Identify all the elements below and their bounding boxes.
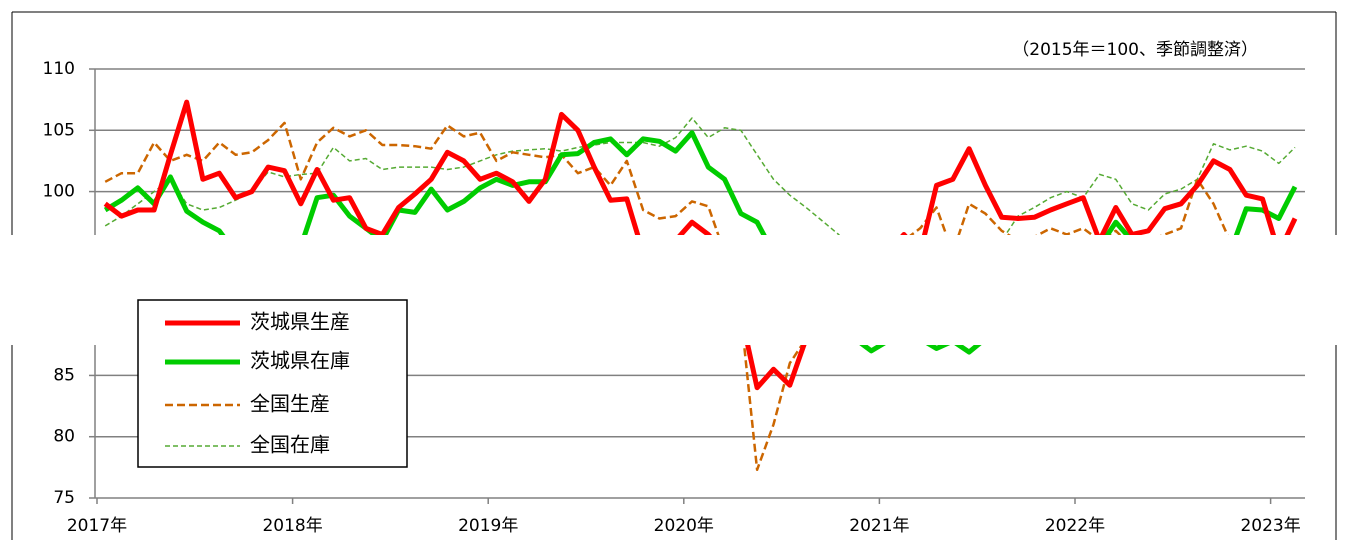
- legend-label: 茨城県在庫: [250, 349, 350, 373]
- y-tick-label: 75: [53, 488, 75, 508]
- x-tick-label: 2018年: [262, 516, 322, 536]
- legend-box: [137, 299, 408, 468]
- x-tick-label: 2017年: [67, 516, 127, 536]
- legend-label: 全国在庫: [250, 433, 330, 457]
- y-tick-label: 105: [43, 120, 75, 140]
- x-tick-label: 2021年: [849, 516, 909, 536]
- x-tick-label: 2023年: [1240, 516, 1300, 536]
- x-tick-label: 2020年: [654, 516, 714, 536]
- annotation: （2015年＝100、季節調整済）: [1012, 40, 1258, 60]
- legend-label: 茨城県生産: [250, 310, 350, 334]
- series-line: [103, 99, 1298, 391]
- x-tick-label: 2022年: [1045, 516, 1105, 536]
- x-tick-label: 2019年: [458, 516, 518, 536]
- y-tick-label: 85: [53, 365, 75, 385]
- legend-label: 全国生産: [250, 392, 330, 416]
- series-line: [104, 117, 1296, 285]
- y-tick-label: 100: [43, 182, 75, 202]
- y-tick-label: 110: [43, 59, 75, 79]
- y-tick-label: 80: [53, 427, 75, 447]
